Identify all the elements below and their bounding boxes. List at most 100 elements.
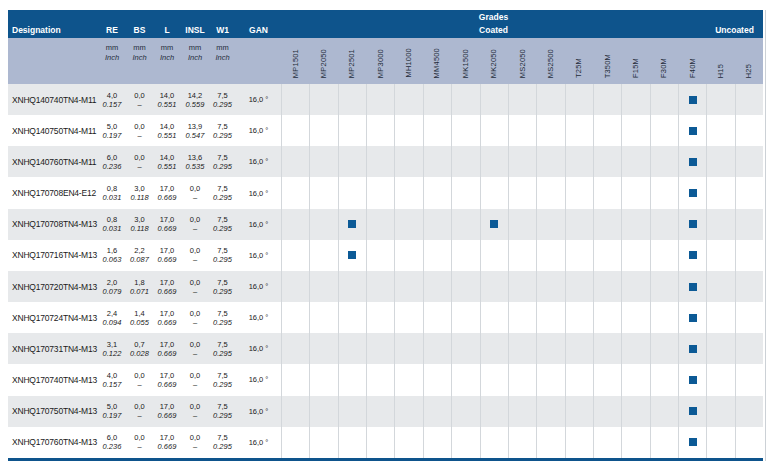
grade-cell-mk2050 xyxy=(480,333,508,364)
grade-column-mm4500: MM4500 xyxy=(423,38,451,84)
grade-cell-f30m xyxy=(650,396,678,427)
designation-text: XNHQ170740TN4-M13 xyxy=(12,375,97,385)
dim-inch-value: 0.118 xyxy=(126,193,153,202)
unit-mm-label: mm xyxy=(189,43,202,53)
grade-column-mp2501: MP2501 xyxy=(338,38,366,84)
grade-cell-mp2050 xyxy=(309,115,337,146)
grade-cell-mp2050 xyxy=(309,302,337,333)
dim-cell-w1: 7,50.295 xyxy=(209,240,236,271)
dim-mm-value: 0,0 xyxy=(181,215,209,224)
grade-cell-mm4500 xyxy=(423,209,451,240)
dim-inch-value: 0.551 xyxy=(153,162,181,171)
dim-inch-value: 0.236 xyxy=(98,162,126,171)
grade-cell-ms2050 xyxy=(508,84,536,115)
dim-cell-insl: 0,0– xyxy=(181,271,209,302)
grade-cell-f15m xyxy=(621,427,649,458)
dim-inch-value: 0.669 xyxy=(153,349,181,358)
dim-mm-value: 0,0 xyxy=(181,278,209,287)
designation-text: XNHQ170760TN4-M13 xyxy=(12,437,97,447)
grade-cell-t350m xyxy=(593,240,621,271)
dim-inch-value: 0.295 xyxy=(209,349,236,358)
grade-cell-f15m xyxy=(621,240,649,271)
grade-cell-ms2050 xyxy=(508,427,536,458)
gan-cell: 16,0 ° xyxy=(236,115,281,146)
designation-text: XNHQ170716TN4-M13 xyxy=(12,250,97,260)
grade-cell-mk1500 xyxy=(451,333,479,364)
grade-cell-f30m xyxy=(650,84,678,115)
dim-mm-value: 0,0 xyxy=(126,122,153,131)
dim-inch-value: 0.079 xyxy=(98,287,126,296)
dim-inch-value: 0.295 xyxy=(209,162,236,171)
unit-cell-insl: mmInch xyxy=(181,38,209,84)
grade-column-mp2050: MP2050 xyxy=(309,38,337,84)
designation-cell: XNHQ170724TN4-M13 xyxy=(8,302,98,333)
grade-cell-f30m xyxy=(650,177,678,208)
dim-inch-value: 0.031 xyxy=(98,193,126,202)
grade-cell-h15 xyxy=(706,115,734,146)
gan-cell: 16,0 ° xyxy=(236,146,281,177)
grade-cell-h25 xyxy=(735,115,763,146)
grade-cell-f30m xyxy=(650,271,678,302)
dim-mm-value: 0,0 xyxy=(126,371,153,380)
grade-column-label: MP3000 xyxy=(376,49,385,78)
gan-value: 16,0 ° xyxy=(249,220,269,229)
grade-cell-f15m xyxy=(621,302,649,333)
dim-inch-value: – xyxy=(181,349,209,358)
dim-mm-value: 7,5 xyxy=(209,153,236,162)
catalog-page: Grades Coated Uncoated Designation REBSL… xyxy=(0,0,771,467)
dim-mm-value: 0,8 xyxy=(98,215,126,224)
grade-cell-h25 xyxy=(735,146,763,177)
dim-mm-value: 0,0 xyxy=(126,433,153,442)
dim-inch-value: 0.197 xyxy=(98,411,126,420)
dim-inch-value: 0.669 xyxy=(153,318,181,327)
dim-cell-w1: 7,50.295 xyxy=(209,146,236,177)
dim-inch-value: 0.055 xyxy=(126,318,153,327)
dim-cell-insl: 14,20.559 xyxy=(181,84,209,115)
unit-cell-re: mmInch xyxy=(98,38,126,84)
dim-inch-value: – xyxy=(126,442,153,451)
dim-column-header-insl: INSL xyxy=(181,25,209,35)
dim-inch-value: 0.669 xyxy=(153,442,181,451)
table-bottom-border xyxy=(8,458,763,461)
grade-column-label: MM4500 xyxy=(432,48,441,78)
gan-cell: 16,0 ° xyxy=(236,364,281,395)
grade-cell-mk1500 xyxy=(451,271,479,302)
grade-cell-mp1501 xyxy=(281,146,309,177)
grade-availability-marker xyxy=(689,220,697,228)
grade-cell-mh1000 xyxy=(394,115,422,146)
gan-cell: 16,0 ° xyxy=(236,240,281,271)
grade-cell-ms2500 xyxy=(536,271,564,302)
uncoated-group-label: Uncoated xyxy=(706,25,763,35)
grade-cell-mp2050 xyxy=(309,333,337,364)
unit-inch-label: Inch xyxy=(188,53,202,63)
dim-cell-bs: 0,70.028 xyxy=(126,333,153,364)
dim-mm-value: 3,1 xyxy=(98,340,126,349)
grade-availability-marker xyxy=(689,314,697,322)
dim-mm-value: 4,0 xyxy=(98,91,126,100)
grade-cell-ms2050 xyxy=(508,177,536,208)
designation-text: XNHQ170724TN4-M13 xyxy=(12,313,97,323)
dim-mm-value: 14,0 xyxy=(153,91,181,100)
grade-cell-h25 xyxy=(735,396,763,427)
grade-cell-t350m xyxy=(593,333,621,364)
dim-inch-value: – xyxy=(181,318,209,327)
gan-cell: 16,0 ° xyxy=(236,84,281,115)
grade-cell-mp2501 xyxy=(338,427,366,458)
grade-cell-t25m xyxy=(565,146,593,177)
grade-cell-h15 xyxy=(706,177,734,208)
table-row: XNHQ140750TN4-M115,00.1970,0–14,00.55113… xyxy=(8,115,763,146)
grade-cell-mk1500 xyxy=(451,115,479,146)
grade-availability-marker xyxy=(689,283,697,291)
grade-column-label: F30M xyxy=(659,58,668,78)
designation-text: XNHQ140750TN4-M11 xyxy=(12,126,96,136)
designation-cell: XNHQ140750TN4-M11 xyxy=(8,115,98,146)
grade-cell-mm4500 xyxy=(423,396,451,427)
dim-inch-value: 0.669 xyxy=(153,255,181,264)
insert-spec-table: Grades Coated Uncoated Designation REBSL… xyxy=(8,10,763,461)
dim-cell-w1: 7,50.295 xyxy=(209,209,236,240)
gan-cell: 16,0 ° xyxy=(236,427,281,458)
dim-cell-re: 6,00.236 xyxy=(98,427,126,458)
grade-cell-mk2050 xyxy=(480,427,508,458)
dim-inch-value: 0.295 xyxy=(209,442,236,451)
grade-cell-t25m xyxy=(565,427,593,458)
